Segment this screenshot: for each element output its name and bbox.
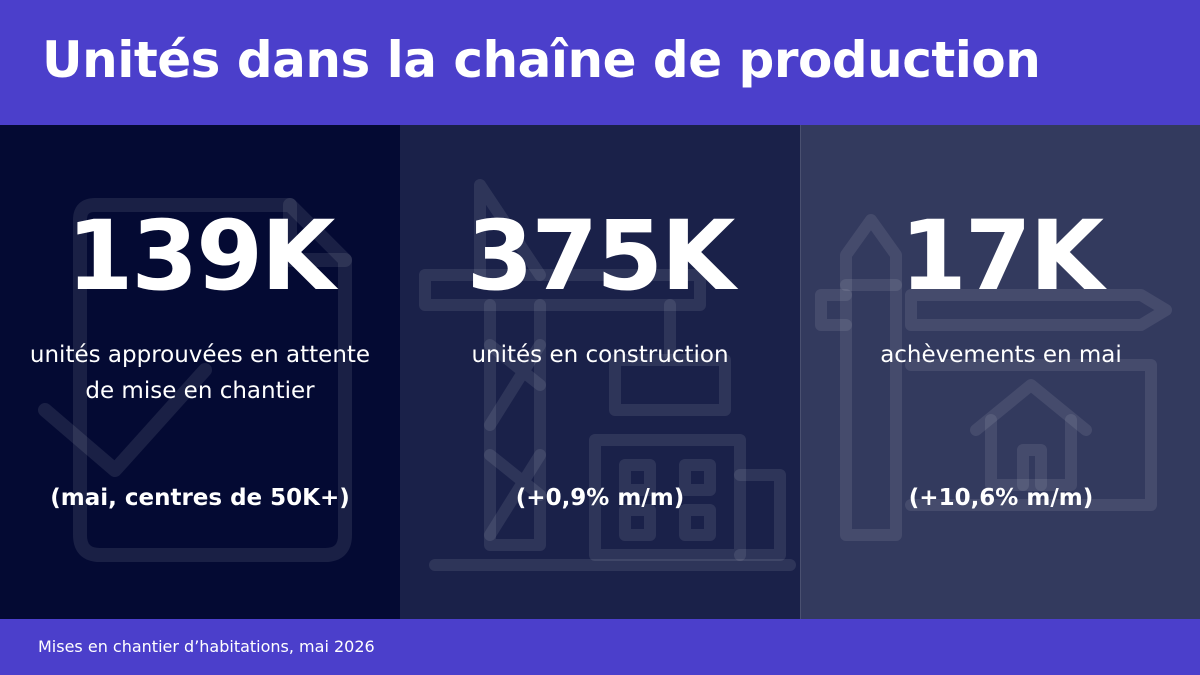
stat-card-completions: 17K achèvements en mai (+10,6% m/m) xyxy=(800,125,1200,619)
stats-panels: 139K unités approuvées en attente de mis… xyxy=(0,125,1200,619)
footer-banner: Mises en chantier d’habitations, mai 202… xyxy=(0,619,1200,675)
approved-units-value: 139K xyxy=(66,200,336,312)
page-title: Unités dans la chaîne de production xyxy=(42,31,1041,89)
approved-document-icon xyxy=(0,125,400,619)
pencil-house-plan-icon xyxy=(801,125,1200,619)
construction-units-note: (+0,9% m/m) xyxy=(515,485,685,511)
construction-units-label: unités en construction xyxy=(471,342,729,368)
completions-note: (+10,6% m/m) xyxy=(908,485,1094,511)
completions-label: achèvements en mai xyxy=(880,342,1122,368)
completions-value: 17K xyxy=(900,200,1104,312)
crane-building-icon xyxy=(400,125,800,619)
stat-card-approved: 139K unités approuvées en attente de mis… xyxy=(0,125,400,619)
stat-card-under-construction: 375K unités en construction (+0,9% m/m) xyxy=(400,125,800,619)
source-caption: Mises en chantier d’habitations, mai 202… xyxy=(38,637,375,656)
header-banner: Unités dans la chaîne de production xyxy=(0,0,1200,125)
approved-units-label: unités approuvées en attente de mise en … xyxy=(29,342,371,404)
construction-units-value: 375K xyxy=(466,200,736,312)
approved-units-note: (mai, centres de 50K+) xyxy=(50,485,350,511)
